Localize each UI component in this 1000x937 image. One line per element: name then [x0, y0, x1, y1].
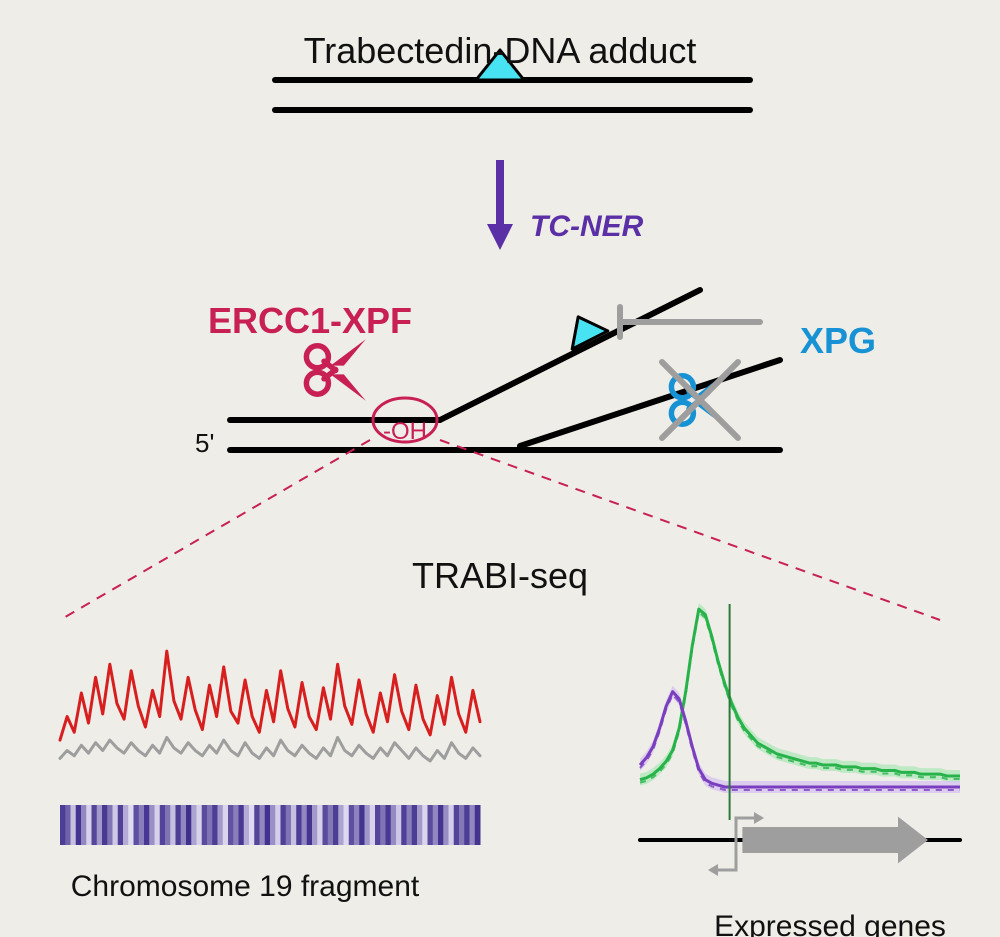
chrom19-heatmap: [60, 805, 481, 845]
trabi-seq-label: TRABI-seq: [412, 555, 588, 597]
expressed-genes-label: Expressed genes: [714, 910, 946, 937]
ercc1-xpf-label: ERCC1-XPF: [208, 300, 412, 342]
figure-stage: [0, 0, 1000, 937]
expressed-genes-metaplot: [640, 603, 960, 820]
title-label: Trabectedin-DNA adduct: [304, 30, 697, 72]
chrom19-label: Chromosome 19 fragment: [71, 870, 420, 904]
five-prime-label: 5': [195, 428, 214, 459]
scissors-ercc1-icon: [306, 339, 365, 401]
chrom19-signal-plot: [60, 651, 480, 761]
oh-label: -OH: [383, 418, 427, 446]
xpg-label: XPG: [800, 320, 876, 362]
tcner-label: TC-NER: [530, 210, 643, 244]
tcner-arrow: [487, 160, 513, 250]
figure-svg: [0, 0, 1000, 937]
gene-glyph: [640, 812, 960, 876]
